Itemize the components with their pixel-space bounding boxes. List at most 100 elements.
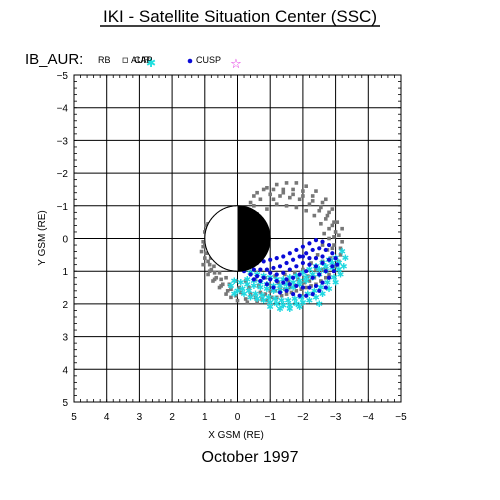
rb-point: [330, 223, 335, 228]
aur-point: ✱: [273, 300, 281, 310]
cap-point: [300, 254, 305, 259]
rb-point: [301, 194, 305, 198]
cap-point: [320, 280, 325, 285]
rb-point: [203, 230, 207, 234]
rb-point: [207, 269, 212, 273]
rb-point: [296, 277, 300, 282]
rb-point: [332, 235, 336, 239]
rb-point: [320, 243, 325, 247]
aur-point: ✱: [315, 300, 323, 310]
rb-point: [224, 292, 228, 296]
aur-point: ✱: [286, 274, 294, 284]
cap-point: [284, 260, 289, 266]
rb-point: [283, 287, 287, 291]
rb-point: [224, 275, 228, 280]
cap-point: [264, 282, 270, 287]
rb-point: [256, 284, 261, 288]
aur-point: ✱: [250, 282, 258, 292]
cap-point: [323, 247, 328, 253]
rb-point: [201, 244, 205, 249]
cap-point: [274, 272, 279, 277]
aur-point: ✱: [286, 302, 294, 312]
rb-point: [292, 271, 297, 275]
rb-point: [301, 189, 305, 193]
rb-point: [317, 208, 322, 213]
rb-point: [206, 272, 210, 277]
rb-point: [335, 220, 340, 224]
cap-point: [326, 242, 332, 248]
y-tick-label: −2: [57, 169, 69, 180]
cap-point: [317, 288, 322, 293]
aur-point: ✱: [253, 295, 261, 305]
cap-point: [335, 262, 340, 267]
aur-point: ✱: [312, 293, 320, 303]
rb-point: [332, 243, 336, 247]
cap-point: [268, 270, 273, 275]
rb-point: [294, 181, 299, 185]
cap-point: [274, 256, 279, 261]
aur-point: ✱: [302, 277, 310, 287]
aur-point: ✱: [265, 293, 273, 303]
rb-point: [207, 262, 212, 267]
rb-point: [332, 220, 336, 224]
cap-point: [261, 275, 266, 280]
rb-point: [304, 285, 308, 290]
cap-point: [290, 257, 296, 262]
rb-point: [279, 293, 284, 298]
rb-point: [337, 233, 341, 238]
aur-point: ✱: [302, 274, 310, 284]
rb-point: [291, 187, 295, 192]
rb-point: [252, 204, 256, 208]
rb-point: [294, 205, 299, 210]
aur-point: ✱: [342, 254, 350, 264]
y-tick-label: −5: [57, 71, 69, 82]
rb-point: [201, 262, 205, 267]
rb-point: [310, 194, 315, 198]
cap-point: [290, 291, 296, 297]
aur-point: ✱: [299, 298, 307, 308]
aur-point: ✱: [311, 287, 319, 297]
rb-point: [337, 259, 341, 264]
aur-point: ✱: [299, 269, 307, 279]
rb-point: [323, 217, 328, 221]
y-axis-label: Y GSM (RE): [37, 210, 48, 265]
rb-point: [274, 295, 279, 300]
rb-point: [265, 207, 269, 211]
aur-point: ✱: [289, 284, 297, 294]
rb-point: [306, 274, 310, 278]
aur-point: ✱: [306, 266, 314, 276]
aur-point: ✱: [260, 297, 268, 307]
rb-point: [327, 272, 331, 277]
cap-point: [281, 254, 286, 259]
y-tick-label: 2: [62, 300, 68, 311]
rb-point: [271, 187, 276, 192]
rb-point: [309, 261, 313, 265]
cap-point: [313, 256, 319, 261]
cap-point: [317, 272, 322, 277]
cap-point: [317, 246, 322, 251]
earth-icon: [204, 205, 271, 272]
rb-point: [206, 259, 210, 264]
rb-point: [338, 253, 343, 257]
rb-point: [314, 189, 318, 193]
rb-point: [294, 289, 299, 293]
aur-point: ✱: [293, 272, 301, 282]
rb-point: [248, 292, 253, 296]
rb-point: [274, 202, 279, 206]
rb-point: [270, 295, 274, 300]
cap-point: [294, 264, 299, 269]
cap-point: [261, 259, 266, 264]
cap-point: [304, 293, 309, 298]
cap-point: [307, 262, 312, 267]
x-tick-label: 1: [202, 412, 208, 423]
rb-point: [234, 293, 238, 298]
cap-point: [290, 275, 296, 280]
aur-point: ✱: [309, 270, 317, 280]
y-tick-label: 1: [62, 267, 68, 278]
y-tick-label: −3: [57, 136, 69, 147]
legend-dot-icon: [187, 58, 193, 64]
rb-point: [327, 210, 331, 215]
y-tick-labels: −5 −4 −3 −2 −1 0 1 2 3 4 5: [57, 71, 69, 409]
earth-outline: [204, 205, 271, 272]
rb-point: [252, 194, 256, 198]
